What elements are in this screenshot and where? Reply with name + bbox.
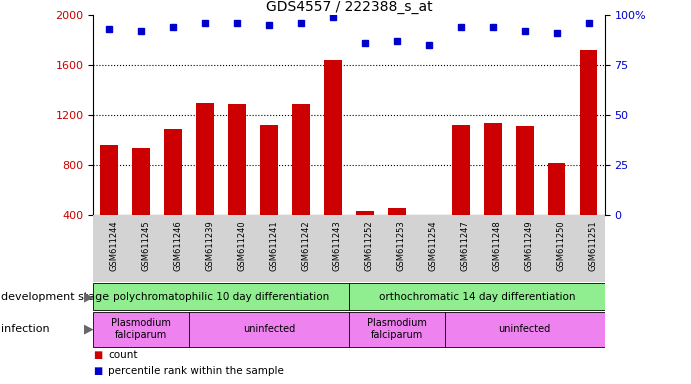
Bar bbox=[452, 125, 470, 265]
Text: GSM611247: GSM611247 bbox=[461, 220, 470, 271]
Bar bbox=[292, 104, 310, 265]
Text: GSM611243: GSM611243 bbox=[333, 220, 342, 271]
Text: GSM611241: GSM611241 bbox=[269, 220, 278, 271]
Text: orthochromatic 14 day differentiation: orthochromatic 14 day differentiation bbox=[379, 291, 575, 302]
Bar bbox=[133, 147, 150, 265]
Bar bbox=[349, 283, 605, 310]
Bar bbox=[100, 145, 118, 265]
Bar bbox=[516, 126, 533, 265]
Text: ▶: ▶ bbox=[84, 323, 93, 336]
Text: Plasmodium
falciparum: Plasmodium falciparum bbox=[111, 318, 171, 340]
Bar bbox=[356, 211, 374, 265]
Title: GDS4557 / 222388_s_at: GDS4557 / 222388_s_at bbox=[265, 0, 433, 14]
Text: GSM611253: GSM611253 bbox=[397, 220, 406, 271]
Text: ■: ■ bbox=[93, 366, 102, 376]
Bar bbox=[93, 283, 349, 310]
Text: ▶: ▶ bbox=[84, 290, 93, 303]
Text: Plasmodium
falciparum: Plasmodium falciparum bbox=[367, 318, 427, 340]
Text: uninfected: uninfected bbox=[243, 324, 295, 334]
Bar bbox=[349, 312, 445, 347]
Text: count: count bbox=[108, 350, 138, 360]
Text: development stage: development stage bbox=[1, 291, 109, 302]
Text: GSM611248: GSM611248 bbox=[493, 220, 502, 271]
Bar bbox=[228, 104, 246, 265]
Text: percentile rank within the sample: percentile rank within the sample bbox=[108, 366, 285, 376]
Bar bbox=[548, 163, 565, 265]
Text: GSM611245: GSM611245 bbox=[141, 220, 150, 271]
Text: GSM611249: GSM611249 bbox=[524, 220, 533, 271]
Text: GSM611239: GSM611239 bbox=[205, 220, 214, 271]
Text: GSM611252: GSM611252 bbox=[365, 220, 374, 271]
Text: GSM611242: GSM611242 bbox=[301, 220, 310, 271]
Bar bbox=[420, 219, 437, 265]
Bar bbox=[164, 129, 182, 265]
Bar bbox=[93, 312, 189, 347]
Bar bbox=[580, 50, 598, 265]
Text: uninfected: uninfected bbox=[499, 324, 551, 334]
Text: GSM611244: GSM611244 bbox=[109, 220, 118, 271]
Text: ■: ■ bbox=[93, 350, 102, 360]
Bar bbox=[189, 312, 349, 347]
Text: GSM611251: GSM611251 bbox=[589, 220, 598, 271]
Text: GSM611250: GSM611250 bbox=[557, 220, 566, 271]
Bar bbox=[196, 103, 214, 265]
Text: polychromatophilic 10 day differentiation: polychromatophilic 10 day differentiatio… bbox=[113, 291, 329, 302]
Text: infection: infection bbox=[1, 324, 50, 334]
Text: GSM611246: GSM611246 bbox=[173, 220, 182, 271]
Bar bbox=[261, 125, 278, 265]
Bar bbox=[388, 207, 406, 265]
Text: GSM611240: GSM611240 bbox=[237, 220, 246, 271]
Bar bbox=[484, 123, 502, 265]
Text: GSM611254: GSM611254 bbox=[429, 220, 438, 271]
Bar bbox=[445, 312, 605, 347]
Bar bbox=[324, 60, 342, 265]
